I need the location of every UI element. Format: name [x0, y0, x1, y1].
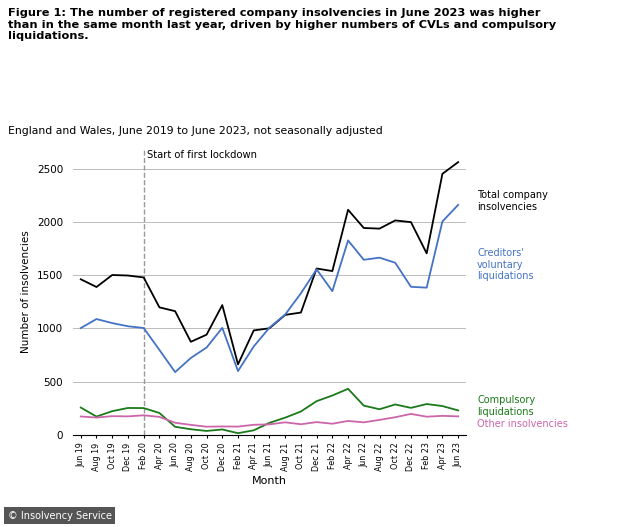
Text: © Insolvency Service: © Insolvency Service	[8, 511, 112, 521]
Text: Figure 1: The number of registered company insolvencies in June 2023 was higher
: Figure 1: The number of registered compa…	[8, 8, 556, 41]
X-axis label: Month: Month	[252, 476, 287, 486]
Y-axis label: Number of insolvencies: Number of insolvencies	[22, 230, 31, 353]
Text: Start of first lockdown: Start of first lockdown	[147, 150, 257, 160]
Text: Total company
insolvencies: Total company insolvencies	[477, 190, 548, 211]
Text: Compulsory
liquidations: Compulsory liquidations	[477, 395, 535, 417]
Text: Creditors'
voluntary
liquidations: Creditors' voluntary liquidations	[477, 248, 534, 281]
Text: England and Wales, June 2019 to June 2023, not seasonally adjusted: England and Wales, June 2019 to June 202…	[8, 126, 382, 136]
Text: Other insolvencies: Other insolvencies	[477, 419, 568, 429]
